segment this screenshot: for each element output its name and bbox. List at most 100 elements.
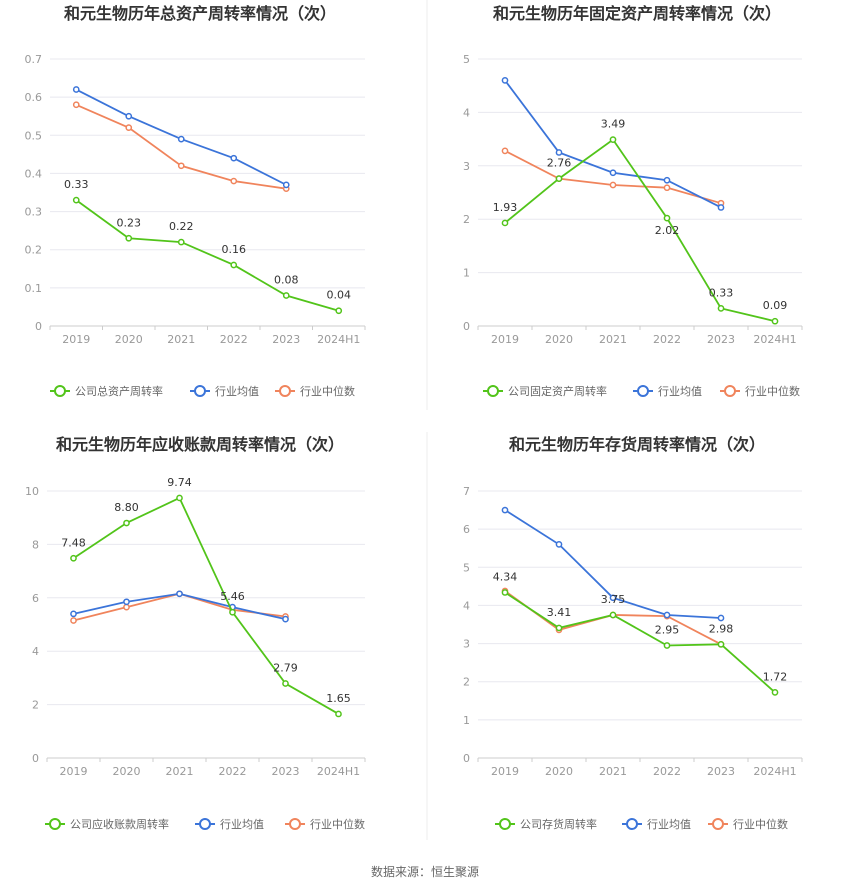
data-label: 9.74 bbox=[167, 476, 192, 489]
legend-item-avg[interactable]: 行业均值 bbox=[190, 385, 259, 398]
data-point-avg bbox=[663, 176, 671, 184]
y-tick-label: 2 bbox=[463, 213, 470, 226]
y-tick-label: 1 bbox=[463, 267, 470, 280]
data-point-avg bbox=[72, 86, 80, 93]
data-point-company bbox=[555, 175, 563, 182]
data-label: 3.41 bbox=[547, 606, 572, 619]
legend-marker bbox=[637, 385, 649, 397]
data-point-avg bbox=[609, 594, 617, 602]
data-label: 5.46 bbox=[220, 590, 245, 603]
data-label: 3.49 bbox=[601, 118, 626, 131]
data-point-avg bbox=[125, 112, 133, 120]
chart-panel-3: 和元生物历年应收账款周转率情况（次） 0 2 4 6 8 10 2019 2020 2021 202… bbox=[25, 435, 366, 831]
legend-item-median[interactable]: 行业中位数 bbox=[720, 384, 800, 398]
data-point-company bbox=[229, 608, 236, 616]
legend-item-avg[interactable]: 行业均值 bbox=[195, 818, 264, 831]
y-tick-label: 6 bbox=[32, 592, 39, 605]
legend-label: 公司应收账款周转率 bbox=[70, 817, 169, 831]
data-point-avg bbox=[70, 610, 77, 618]
legend-label: 公司总资产周转率 bbox=[75, 384, 163, 398]
legend-item-company[interactable]: 公司存货周转率 bbox=[495, 817, 597, 831]
data-point-company bbox=[230, 261, 238, 269]
y-tick-label: 8 bbox=[32, 538, 39, 551]
data-point-company bbox=[177, 238, 185, 246]
series-line-median bbox=[75, 103, 287, 190]
data-label: 1.65 bbox=[326, 692, 351, 705]
data-point-avg bbox=[555, 149, 563, 156]
data-point-avg bbox=[282, 181, 290, 189]
data-label: 4.34 bbox=[493, 570, 518, 583]
data-point-median bbox=[72, 101, 80, 109]
data-point-company bbox=[176, 494, 183, 502]
legend-marker bbox=[199, 818, 211, 830]
data-point-company bbox=[123, 519, 130, 527]
legend-marker bbox=[626, 818, 638, 830]
data-point-company bbox=[72, 196, 80, 204]
data-point-company bbox=[70, 554, 77, 562]
y-tick-label: 0 bbox=[463, 752, 470, 765]
data-point-avg bbox=[230, 154, 238, 162]
data-point-company bbox=[717, 305, 725, 312]
x-tick-label: 2023 bbox=[707, 765, 735, 778]
legend-item-median[interactable]: 行业中位数 bbox=[285, 817, 365, 831]
y-tick-label: 0.6 bbox=[25, 91, 43, 104]
legend-item-median[interactable]: 行业中位数 bbox=[275, 384, 355, 398]
data-label: 8.80 bbox=[114, 501, 139, 514]
legend-label: 行业中位数 bbox=[745, 384, 800, 398]
data-point-avg bbox=[609, 169, 617, 177]
legend-marker bbox=[194, 385, 206, 397]
data-point-avg bbox=[176, 590, 183, 598]
data-point-avg bbox=[717, 204, 725, 211]
legend-item-company[interactable]: 公司总资产周转率 bbox=[50, 384, 163, 398]
x-tick-label: 2020 bbox=[113, 765, 141, 778]
y-tick-label: 2 bbox=[32, 699, 39, 712]
x-tick-label: 2021 bbox=[167, 333, 195, 346]
legend-item-avg[interactable]: 行业均值 bbox=[622, 818, 691, 831]
legend-item-median[interactable]: 行业中位数 bbox=[708, 817, 788, 831]
data-point-company bbox=[282, 292, 290, 299]
y-tick-label: 3 bbox=[463, 638, 470, 651]
chart-title: 和元生物历年应收账款周转率情况（次） bbox=[56, 435, 344, 454]
x-tick-label: 2020 bbox=[115, 333, 143, 346]
data-label: 2.95 bbox=[655, 623, 680, 636]
legend-item-company[interactable]: 公司应收账款周转率 bbox=[45, 817, 169, 831]
data-label: 0.16 bbox=[222, 243, 247, 256]
data-point-median bbox=[501, 147, 509, 155]
x-tick-label: 2021 bbox=[166, 765, 194, 778]
legend-label: 行业均值 bbox=[215, 385, 259, 398]
data-label: 0.33 bbox=[709, 286, 734, 299]
y-tick-label: 3 bbox=[463, 160, 470, 173]
data-point-avg bbox=[555, 541, 563, 548]
data-point-company bbox=[555, 624, 563, 632]
x-tick-label: 2019 bbox=[62, 333, 90, 346]
x-tick-label: 2022 bbox=[653, 765, 681, 778]
x-tick-label: 2022 bbox=[219, 765, 247, 778]
x-tick-label: 2023 bbox=[272, 333, 300, 346]
y-tick-label: 0.2 bbox=[25, 244, 43, 257]
x-tick-label: 2022 bbox=[653, 333, 681, 346]
y-tick-label: 6 bbox=[463, 523, 470, 536]
series-line-company bbox=[504, 591, 776, 694]
data-label: 1.93 bbox=[493, 201, 518, 214]
data-point-median bbox=[123, 603, 130, 611]
chart-panel-2: 和元生物历年固定资产周转率情况（次） 0 1 2 3 4 5 2019 2020 2021 2022… bbox=[463, 4, 803, 398]
chart-title: 和元生物历年存货周转率情况（次） bbox=[509, 435, 765, 454]
data-point-company bbox=[717, 640, 725, 648]
y-tick-label: 0.7 bbox=[25, 53, 43, 66]
chart-title: 和元生物历年总资产周转率情况（次） bbox=[64, 4, 336, 23]
data-label: 7.48 bbox=[61, 536, 86, 549]
y-tick-label: 10 bbox=[25, 485, 39, 498]
x-tick-label: 2019 bbox=[491, 333, 519, 346]
chart-panel-4: 和元生物历年存货周转率情况（次） 0 1 2 3 4 5 6 7 2019 2020 2021 2022… bbox=[463, 435, 803, 831]
data-point-median bbox=[609, 181, 617, 189]
x-tick-label: 2020 bbox=[545, 333, 573, 346]
legend-marker bbox=[499, 818, 511, 830]
legend-item-avg[interactable]: 行业均值 bbox=[633, 385, 702, 398]
data-point-company bbox=[771, 689, 779, 696]
data-source: 数据来源：恒生聚源 bbox=[371, 864, 479, 879]
data-label: 0.23 bbox=[117, 216, 142, 229]
y-tick-label: 0.1 bbox=[25, 282, 43, 295]
legend-marker bbox=[49, 818, 61, 830]
legend-item-company[interactable]: 公司固定资产周转率 bbox=[483, 384, 607, 398]
